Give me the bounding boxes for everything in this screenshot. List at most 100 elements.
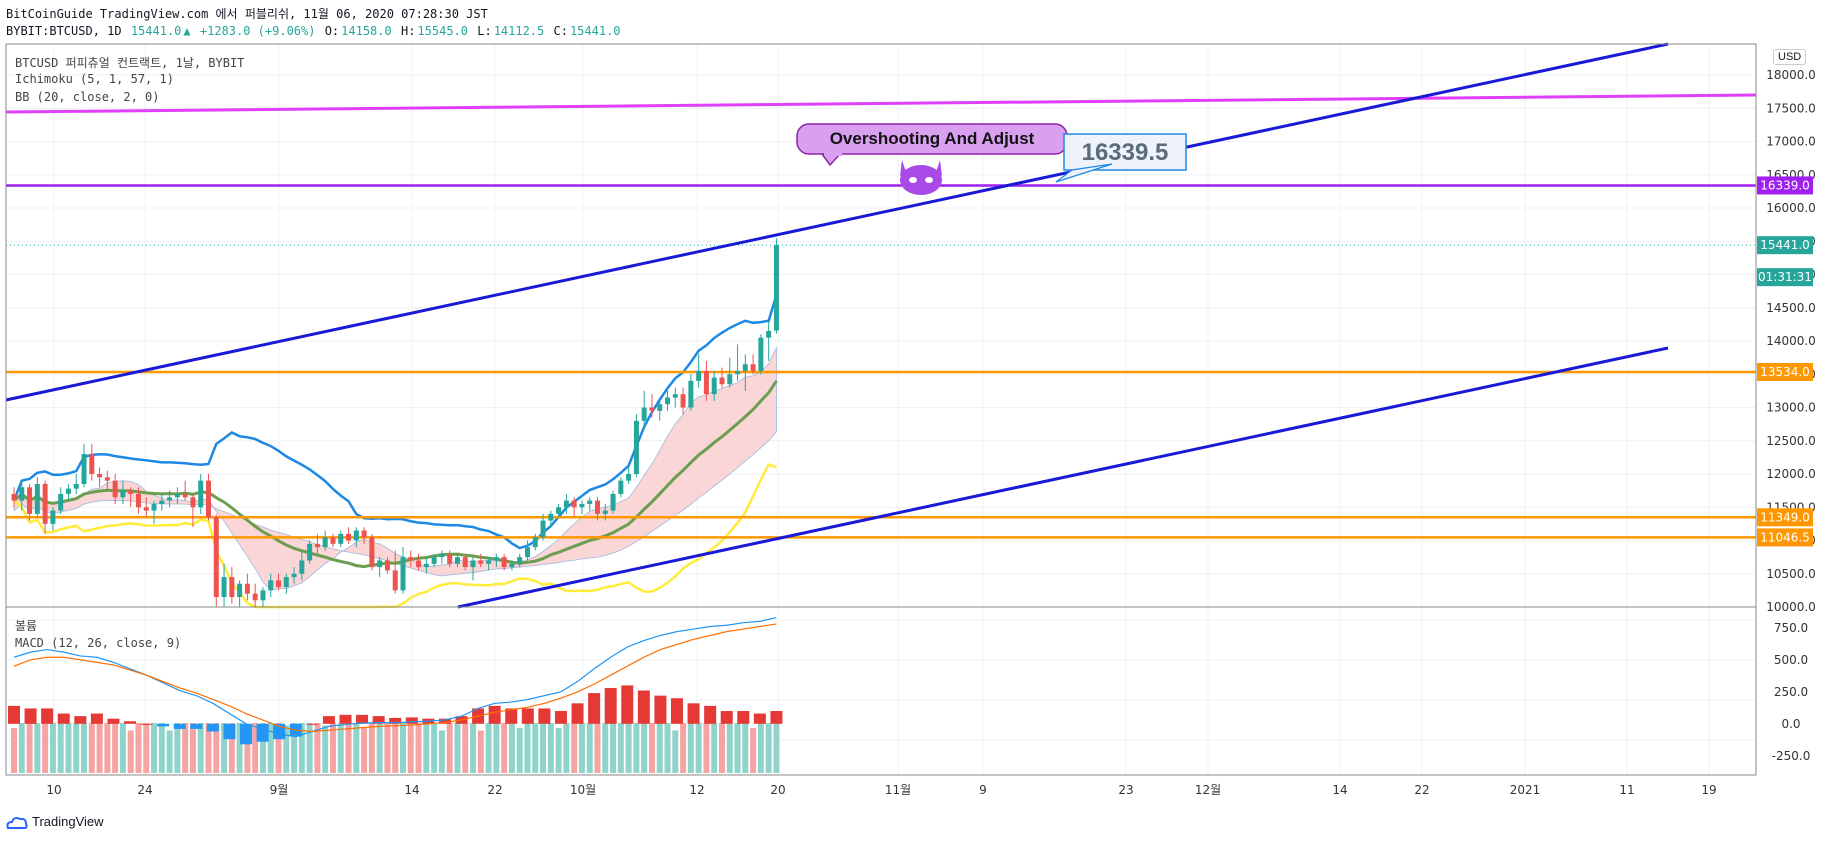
open-value: 14158.0 [341, 24, 392, 38]
currency-badge[interactable]: USD [1773, 49, 1807, 65]
candle-body [633, 420, 639, 474]
legend-title: BTCUSD 퍼피츄얼 컨트랙트, 1날, BYBIT [15, 56, 245, 70]
candle-body [384, 560, 390, 571]
volume-bar [353, 723, 360, 773]
candle-body [237, 583, 243, 598]
candle-body [135, 493, 141, 508]
volume-bar [197, 723, 204, 773]
macd-hist [588, 693, 601, 724]
candle-body [641, 407, 647, 421]
volume-bar [368, 723, 375, 773]
legend-bb[interactable]: BB (20, close, 2, 0) [15, 90, 160, 104]
macd-hist [173, 723, 186, 729]
volume-bar [166, 730, 173, 773]
time-axis[interactable]: 10 24 9월 14 22 10월 12 20 11월 9 23 12월 14 22 2021 11 19 [46, 783, 1716, 797]
candle-body [680, 394, 686, 408]
volume-bar [493, 723, 500, 773]
macd-tick: 750.0 [1774, 621, 1808, 635]
candle-body [120, 490, 126, 498]
macd-hist [505, 708, 518, 724]
macd-hist [488, 705, 501, 724]
candle-body [11, 493, 17, 501]
time-tick: 24 [137, 783, 152, 797]
high-value: 15545.0 [417, 24, 468, 38]
volume-bar [174, 723, 181, 773]
volume-bar [431, 723, 438, 773]
candle-body [579, 503, 585, 508]
macd-hist [41, 708, 54, 724]
volume-bar [143, 723, 150, 773]
candle-body [408, 557, 414, 561]
macd-hist [538, 708, 551, 724]
candle-body [711, 377, 717, 395]
target-box[interactable] [1063, 133, 1187, 171]
volume-bar [656, 723, 663, 773]
volume-bar [571, 723, 578, 773]
annotations[interactable]: Overshooting And Adjust 16339.5 [796, 123, 1187, 195]
volume-bar [415, 723, 422, 773]
candle-body [268, 580, 274, 591]
legend-volume[interactable]: 볼륨 [15, 619, 38, 633]
volume-bar [407, 723, 414, 773]
volume-bar [718, 723, 725, 773]
signal-line [13, 623, 777, 733]
candle-body [198, 480, 204, 508]
legend-ichimoku[interactable]: Ichimoku (5, 1, 57, 1) [15, 72, 174, 86]
candle-body [742, 364, 748, 371]
macd-hist [637, 690, 650, 724]
candle-body [346, 533, 352, 541]
volume-bar [322, 725, 329, 773]
price-label-bg [1757, 176, 1813, 195]
candle-body [73, 483, 79, 489]
volume-bar [189, 723, 196, 773]
macd-hist [389, 717, 402, 724]
callout-text: Overshooting And Adjust [830, 129, 1035, 148]
volume-bar [602, 723, 609, 773]
tradingview-logo[interactable]: TradingView [6, 814, 104, 829]
time-tick: 14 [404, 783, 419, 797]
macd-tick: 250.0 [1774, 685, 1808, 699]
volume-bar [88, 723, 95, 773]
macd-hist [405, 717, 418, 724]
candle-body [719, 377, 725, 385]
legend-macd[interactable]: MACD (12, 26, close, 9) [15, 636, 182, 650]
price-tick: 13000.0 [1766, 401, 1816, 415]
bollinger-upper [12, 294, 778, 550]
macd-hist [438, 718, 451, 724]
horizontal-levels [5, 93, 1757, 539]
candle-body [672, 394, 678, 398]
volume-bar [726, 723, 733, 773]
candle-body [174, 493, 180, 498]
candle-body [657, 404, 663, 411]
volume-bar [259, 723, 266, 773]
volume-bar [617, 723, 624, 773]
close-value: 15441.0 [569, 24, 621, 38]
time-tick: 11월 [885, 783, 911, 797]
macd-hist [770, 711, 783, 724]
macd-hist [124, 721, 137, 724]
candle-body [276, 580, 282, 588]
volume-bar [213, 723, 220, 773]
price-tick: 17500.0 [1766, 101, 1816, 115]
candle-body [478, 560, 484, 564]
candle-body [112, 480, 118, 498]
price-label: 11046.5 [1760, 530, 1810, 544]
macd-hist [737, 711, 750, 724]
candle-body [377, 560, 383, 568]
macd-hist [107, 718, 120, 724]
volume-bar [112, 723, 119, 773]
volume-bar [454, 723, 461, 773]
candle-body [229, 577, 235, 598]
candle-body [143, 507, 149, 511]
candle-body [42, 483, 48, 524]
volume-bar [314, 723, 321, 773]
candle-body [501, 557, 507, 568]
macd-hist [140, 723, 153, 725]
low-value: 14112.5 [493, 24, 545, 38]
time-tick: 22 [1414, 783, 1429, 797]
candles [11, 238, 779, 607]
price-axis[interactable]: 10000.010500.011000.011500.012000.012500… [1757, 68, 1816, 763]
candle-body [104, 477, 110, 481]
time-tick: 12월 [1195, 783, 1221, 797]
